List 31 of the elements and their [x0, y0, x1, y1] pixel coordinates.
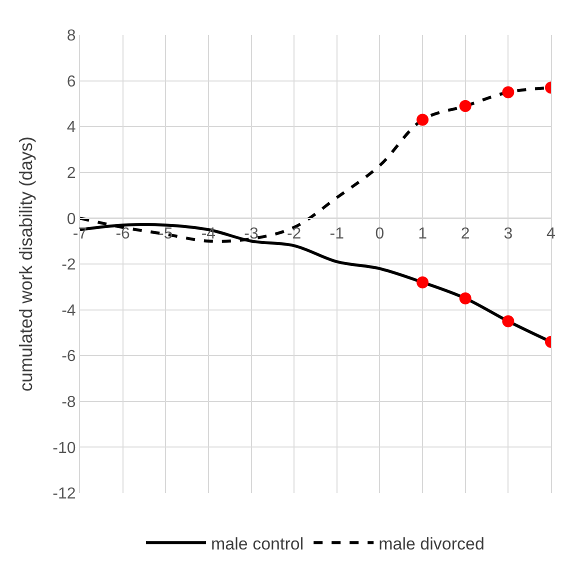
legend-label: male control: [211, 534, 304, 554]
y-tick-label: -4: [62, 302, 76, 320]
y-tick-label: 8: [66, 28, 76, 45]
x-tick-label: 0: [375, 225, 384, 242]
y-tick-label: 2: [66, 165, 76, 182]
y-tick-label: -6: [62, 348, 76, 366]
x-tick-label: -6: [116, 225, 130, 242]
y-tick-label: -8: [62, 394, 76, 411]
x-tick-label: -3: [244, 225, 258, 242]
y-axis-title: cumulated work disability (days): [16, 136, 36, 392]
x-tick-label: -1: [330, 225, 344, 242]
point: [459, 292, 472, 304]
y-tick-label: -12: [52, 486, 76, 503]
point: [459, 100, 472, 112]
y-tick-label: 4: [66, 119, 76, 136]
y-tick-label: 6: [66, 73, 76, 90]
point: [416, 114, 429, 126]
x-tick-label: 4: [546, 225, 556, 242]
point: [502, 86, 514, 98]
point: [416, 276, 429, 288]
y-tick-label: 0: [66, 210, 76, 228]
x-tick-label: 1: [418, 225, 428, 242]
x-tick-label: -5: [158, 225, 173, 242]
x-tick-label: -7: [72, 225, 88, 242]
legend-label: male divorced: [378, 534, 484, 554]
y-tick-label: -2: [62, 256, 76, 274]
point: [502, 315, 514, 328]
x-tick-label: 2: [460, 225, 470, 242]
x-tick-label: 3: [504, 225, 513, 242]
x-tick-label: -2: [286, 225, 302, 242]
y-tick-label: -10: [52, 440, 76, 457]
